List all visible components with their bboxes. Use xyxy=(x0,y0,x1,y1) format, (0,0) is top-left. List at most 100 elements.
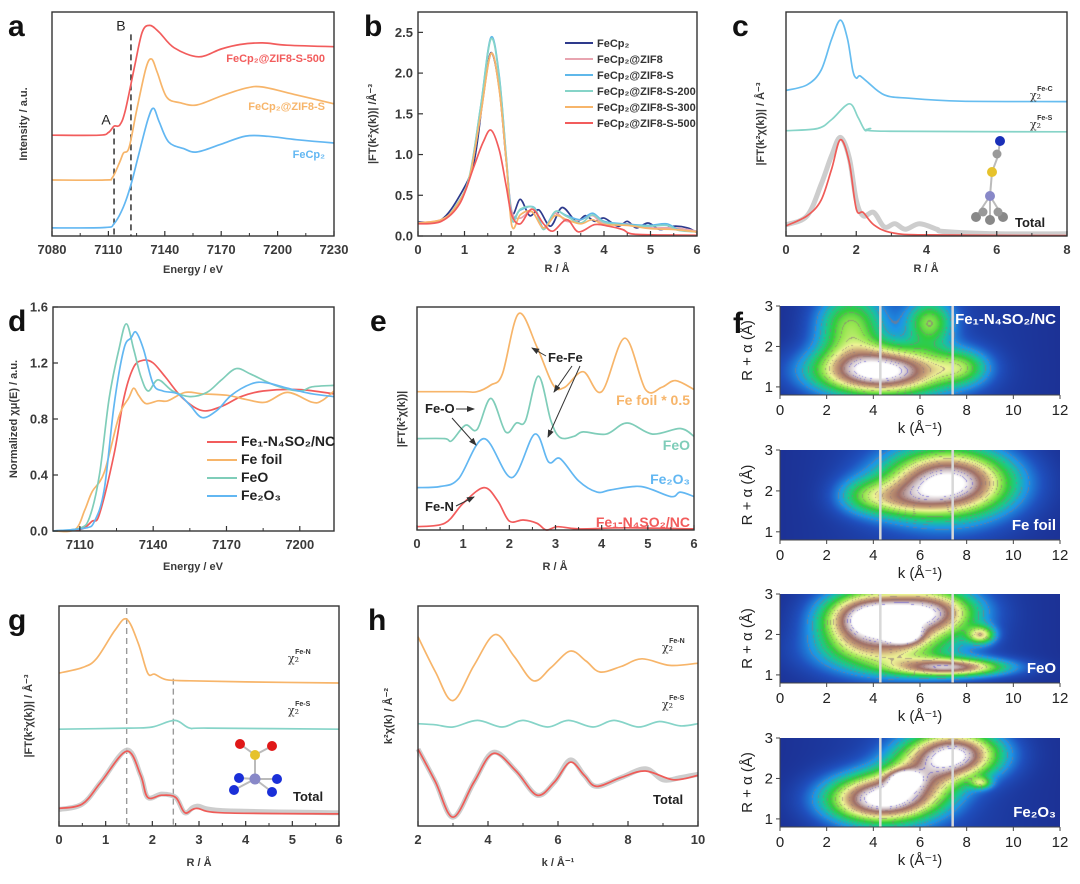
y-axis-label: |FT(k²χ(k))| xyxy=(396,391,408,447)
sulfur-atom xyxy=(250,750,260,760)
carbon-atom xyxy=(971,212,981,222)
x-tick-label: 6 xyxy=(916,690,924,707)
legend-label: FeCp₂ xyxy=(597,38,630,50)
x-tick-label: 1 xyxy=(102,832,109,847)
legend-label: FeCp₂@ZIF8-S-200 xyxy=(597,86,696,98)
y-tick-label: 1 xyxy=(765,667,773,684)
x-tick-label: 2 xyxy=(149,832,156,847)
annotation-label: Fe-N xyxy=(425,499,454,514)
y-axis-label: R + α (Å) xyxy=(739,465,756,526)
x-tick-label: 2 xyxy=(822,547,830,564)
x-tick-label: 6 xyxy=(916,402,924,419)
x-tick-label: 3 xyxy=(554,242,561,257)
x-tick-label: 2 xyxy=(822,834,830,851)
x-axis-label: k / Å⁻¹ xyxy=(542,856,575,869)
annotation-label: Total xyxy=(1015,215,1045,230)
panel-c: 0 2 4 6 8R / Å|FT(k²χ(k))| / Å⁻³cχ₂Fe-Cχ₂Fe-… xyxy=(732,10,1071,275)
x-axis-label: Energy / eV xyxy=(163,264,224,276)
nitrogen-atom xyxy=(272,774,282,784)
annotation-arrow xyxy=(451,417,477,446)
iron-atom xyxy=(985,191,995,201)
x-tick-label: 4 xyxy=(869,547,877,564)
y-axis-label: |FT(k²χ(k))| / Å⁻³ xyxy=(754,82,767,165)
series-line xyxy=(416,433,695,498)
x-tick-label: 7200 xyxy=(285,537,314,552)
x-tick-label: 5 xyxy=(289,832,296,847)
x-tick-label: 2 xyxy=(822,402,830,419)
x-tick-label: 10 xyxy=(691,832,705,847)
y-axis-label: |FT(k²χ(k))| /Å⁻³ xyxy=(366,84,379,164)
panel-letter: b xyxy=(364,10,382,43)
series-label-main: χ₂ xyxy=(288,652,299,665)
x-tick-label: 7140 xyxy=(150,242,179,257)
x-tick-label: 12 xyxy=(1052,547,1069,564)
x-tick-label: 8 xyxy=(1063,242,1070,257)
x-tick-label: 10 xyxy=(1005,834,1022,851)
y-tick-label: 2.5 xyxy=(395,25,413,40)
series-label-sup: Fe-S xyxy=(669,695,685,702)
series-label: χ₂Fe-S xyxy=(1030,115,1053,131)
series-label: Fe₂O₃ xyxy=(650,471,690,487)
x-tick-label: 0 xyxy=(776,402,784,419)
panel-e: 0 1 2 3 4 5 6 R / Å |FT(k²χ(k))| e Fe foil * 0.5 Fe… xyxy=(370,305,698,573)
x-tick-label: 0 xyxy=(782,242,789,257)
series-label: χ₂Fe-S xyxy=(288,701,311,717)
legend-label: Fe₂O₃ xyxy=(241,487,281,503)
heatmap-canvas xyxy=(780,306,1060,395)
x-tick-label: 12 xyxy=(1052,834,1069,851)
oxygen-atom xyxy=(235,739,245,749)
x-tick-label: 12 xyxy=(1052,690,1069,707)
legend-label: Fe foil xyxy=(241,451,282,467)
y-tick-label: 1 xyxy=(765,811,773,828)
x-axis-label: k (Å⁻¹) xyxy=(898,852,943,869)
panel-b: 0 1 2 3 4 5 6 0.0 0.5 1.0 1.5 2.0 2.5 R / Å |FT(k²χ(k)… xyxy=(364,10,701,275)
x-tick-label: 0 xyxy=(413,536,420,551)
x-tick-label: 6 xyxy=(916,547,924,564)
heatmap-canvas xyxy=(780,738,1060,827)
series-label-sup: Fe-S xyxy=(1037,115,1053,122)
nitrogen-atom xyxy=(234,773,244,783)
x-tick-label: 10 xyxy=(1005,402,1022,419)
x-tick-label: 4 xyxy=(598,536,606,551)
series-label: FeO xyxy=(663,437,690,453)
x-tick-label: 4 xyxy=(923,242,931,257)
x-axis-label: R / Å xyxy=(186,856,211,869)
series-line xyxy=(417,52,698,233)
x-tick-label: 2 xyxy=(507,242,514,257)
x-tick-label: 6 xyxy=(335,832,342,847)
x-tick-label: 10 xyxy=(1005,547,1022,564)
nitrogen-atom xyxy=(229,785,239,795)
y-tick-label: 1.6 xyxy=(30,300,48,315)
x-tick-label: 0 xyxy=(55,832,62,847)
series-label-main: χ₂ xyxy=(662,698,673,711)
x-tick-label: 6 xyxy=(993,242,1000,257)
x-tick-label: 7170 xyxy=(212,537,241,552)
y-tick-label: 3 xyxy=(765,730,773,747)
series-label-main: χ₂ xyxy=(288,704,299,717)
series-line xyxy=(51,57,335,182)
x-axis-label: k (Å⁻¹) xyxy=(898,420,943,437)
series-label: χ₂Fe-N xyxy=(288,649,311,665)
series-label-sup: Fe-N xyxy=(295,649,311,656)
x-axis-label: k (Å⁻¹) xyxy=(898,708,943,725)
x-tick-label: 4 xyxy=(869,402,877,419)
panel-letter: e xyxy=(370,305,387,338)
x-tick-label: 7200 xyxy=(263,242,292,257)
annotation-arrow xyxy=(547,365,581,438)
annotation-arrow xyxy=(531,347,547,357)
x-tick-label: 7230 xyxy=(320,242,349,257)
molecule-illustration-c xyxy=(971,136,1008,225)
x-tick-label: 7110 xyxy=(94,242,122,257)
series-label: χ₂Fe-S xyxy=(662,695,685,711)
y-axis-label: |FT(k²χ(k))| / Å⁻³ xyxy=(22,674,35,757)
marker-label: B xyxy=(116,17,125,33)
series-label-sup: Fe-N xyxy=(669,638,685,645)
oxygen-atom xyxy=(267,741,277,751)
legend-label: Fe₁-N₄SO₂/NC xyxy=(241,433,335,449)
x-tick-label: 5 xyxy=(644,536,651,551)
